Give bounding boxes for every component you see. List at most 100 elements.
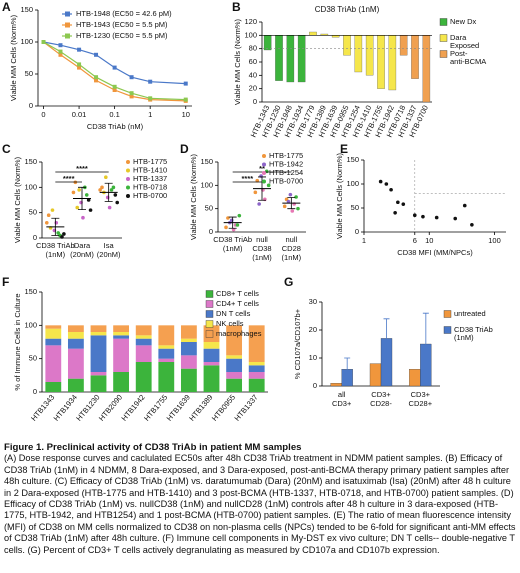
bar [309, 31, 317, 36]
legend-marker [262, 162, 266, 167]
y-axis-label: Viable MM Cells (Norm%) [189, 153, 198, 240]
y-axis-label: Viable MM Cells (Norm%) [233, 18, 242, 105]
point [462, 203, 467, 208]
legend-label: New Dx [450, 17, 477, 26]
x-tick-label: CD38 [252, 244, 271, 253]
legend-label: Dara [450, 33, 467, 42]
bar-segment [248, 365, 265, 372]
point [396, 200, 400, 205]
significance-label: ** [259, 164, 265, 173]
x-tick-label: HTB1337 [232, 393, 259, 423]
y-tick-label: 150 [24, 157, 37, 166]
point [257, 202, 261, 206]
y-tick-label: 150 [20, 5, 33, 14]
y-tick-label: 150 [346, 155, 359, 164]
legend-label: HTB-0700 [133, 191, 167, 200]
legend-marker [65, 22, 70, 28]
bar-segment [45, 382, 62, 392]
bar [343, 35, 351, 56]
y-tick-label: 0 [33, 233, 37, 242]
x-tick-label: 0.01 [72, 110, 87, 119]
bar-segment [226, 325, 243, 356]
significance-label: **** [241, 174, 253, 183]
x-tick-label: (1nM) [252, 253, 272, 262]
bar-segment [226, 378, 243, 392]
point [115, 200, 120, 205]
point [255, 178, 260, 183]
point [235, 223, 240, 227]
bar-segment [90, 332, 107, 336]
y-tick-label: 50 [29, 208, 37, 217]
legend-label: HTB-1230 (EC50 = 5.5 pM) [76, 31, 168, 40]
y-axis-label: Viable MM Cells (Norm%) [13, 156, 22, 243]
point [100, 185, 104, 190]
point [129, 94, 134, 99]
y-tick-label: 50 [351, 203, 359, 212]
bar-segment [135, 345, 152, 362]
series-line [43, 41, 186, 101]
legend-label: HTB-1337 [133, 174, 167, 183]
legend-label: CD8+ T cells [216, 289, 259, 298]
bar [409, 369, 421, 387]
bar-segment [203, 365, 220, 392]
y-axis-label: % of Immune Cells in Culture [13, 293, 22, 390]
point [282, 204, 287, 209]
bar-segment [226, 355, 243, 359]
point [129, 91, 134, 96]
bar-segment [135, 338, 152, 346]
sd-bar [258, 176, 266, 201]
sd-bar [78, 186, 86, 211]
point [112, 84, 117, 89]
bar-segment [135, 335, 152, 339]
x-tick-label: 10 [182, 110, 190, 119]
y-axis-label: Viable MM Cells (Norm%) [335, 152, 344, 239]
point [107, 205, 112, 210]
bar [377, 35, 385, 89]
significance-label: **** [76, 164, 88, 173]
legend-label: CD4+ T cells [216, 299, 259, 308]
point [84, 193, 89, 197]
bar-segment [180, 338, 197, 342]
x-tick-label: CD3+ [411, 390, 431, 399]
y-tick-label: 30 [309, 297, 317, 306]
bar-segment [45, 325, 62, 329]
y-tick-label: 100 [200, 180, 213, 189]
legend-swatch [443, 310, 452, 318]
bar-segment [67, 338, 84, 349]
y-tick-label: 0 [313, 381, 317, 390]
y-tick-label: 10 [309, 353, 317, 362]
legend-swatch [205, 300, 214, 308]
x-tick-label: CD3+ [371, 390, 391, 399]
point [86, 198, 91, 202]
point [384, 182, 389, 186]
panel-letter: B [232, 0, 241, 14]
bar-segment [180, 325, 197, 339]
y-tick-label: 20 [249, 84, 257, 93]
bar-segment [158, 348, 175, 359]
y-tick-label: 0 [33, 387, 37, 396]
x-tick-label: null [256, 235, 268, 244]
x-tick-label: Dara [74, 241, 91, 250]
legend-label: HTB-1943 (EC50 = 5.5 pM) [76, 20, 168, 29]
bar-segment [113, 372, 130, 392]
bar-segment [135, 325, 152, 336]
x-tick-label: CD3+ [332, 399, 352, 408]
series-line [43, 41, 186, 102]
point [393, 211, 397, 215]
x-tick-label: all [338, 390, 346, 399]
bar [422, 35, 431, 103]
x-tick-label: (20nM) [70, 250, 94, 259]
bar-segment [67, 325, 84, 332]
panel-letter: C [2, 142, 11, 156]
bar-segment [248, 325, 265, 362]
y-tick-label: 120 [244, 17, 257, 26]
bar-segment [67, 348, 84, 379]
x-tick-label: CD38 TriAb [213, 235, 252, 244]
legend-label: HTB-1775 [133, 157, 167, 166]
bar-segment [90, 372, 107, 376]
point [401, 202, 406, 206]
legend-swatch [205, 330, 214, 338]
x-tick-label: 0 [41, 110, 45, 119]
point [266, 183, 271, 188]
x-tick-label: 6 [413, 236, 417, 245]
